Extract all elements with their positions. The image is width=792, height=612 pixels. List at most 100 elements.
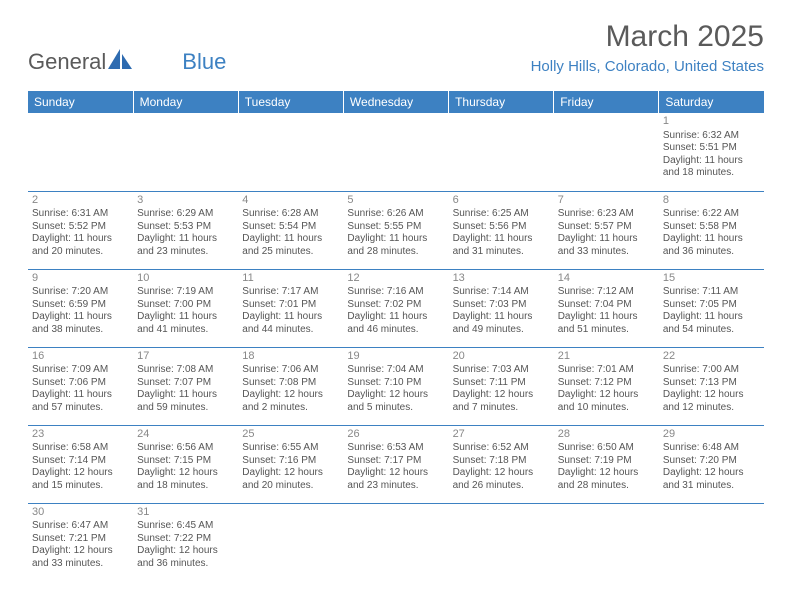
sunset-line: Sunset: 7:06 PM: [32, 377, 129, 390]
sunset-line: Sunset: 7:08 PM: [242, 377, 339, 390]
logo-text-gray: General: [28, 49, 106, 75]
day-number: 21: [558, 350, 655, 364]
day-number: 30: [32, 506, 129, 520]
calendar-day: 21Sunrise: 7:01 AMSunset: 7:12 PMDayligh…: [554, 347, 659, 425]
sunrise-line: Sunrise: 6:23 AM: [558, 208, 655, 221]
daylight-line: Daylight: 11 hours and 23 minutes.: [137, 233, 234, 258]
sunset-line: Sunset: 7:16 PM: [242, 455, 339, 468]
daylight-line: Daylight: 11 hours and 38 minutes.: [32, 311, 129, 336]
day-number: 1: [663, 115, 760, 129]
sunrise-line: Sunrise: 6:31 AM: [32, 208, 129, 221]
calendar-empty: [554, 503, 659, 581]
sunset-line: Sunset: 5:54 PM: [242, 221, 339, 234]
month-title: March 2025: [531, 20, 764, 54]
sunset-line: Sunset: 7:13 PM: [663, 377, 760, 390]
daylight-line: Daylight: 11 hours and 51 minutes.: [558, 311, 655, 336]
sunrise-line: Sunrise: 6:32 AM: [663, 130, 760, 143]
day-number: 24: [137, 428, 234, 442]
calendar-empty: [343, 113, 448, 191]
day-number: 25: [242, 428, 339, 442]
calendar-empty: [659, 503, 764, 581]
sunrise-line: Sunrise: 6:55 AM: [242, 442, 339, 455]
day-header-row: SundayMondayTuesdayWednesdayThursdayFrid…: [28, 91, 764, 113]
sunset-line: Sunset: 7:18 PM: [453, 455, 550, 468]
calendar-day: 10Sunrise: 7:19 AMSunset: 7:00 PMDayligh…: [133, 269, 238, 347]
day-number: 26: [347, 428, 444, 442]
sunset-line: Sunset: 5:55 PM: [347, 221, 444, 234]
daylight-line: Daylight: 11 hours and 36 minutes.: [663, 233, 760, 258]
daylight-line: Daylight: 11 hours and 18 minutes.: [663, 155, 760, 180]
calendar-day: 6Sunrise: 6:25 AMSunset: 5:56 PMDaylight…: [449, 191, 554, 269]
daylight-line: Daylight: 12 hours and 7 minutes.: [453, 389, 550, 414]
sunset-line: Sunset: 7:07 PM: [137, 377, 234, 390]
sunrise-line: Sunrise: 7:00 AM: [663, 364, 760, 377]
sunset-line: Sunset: 7:15 PM: [137, 455, 234, 468]
sunset-line: Sunset: 7:00 PM: [137, 299, 234, 312]
daylight-line: Daylight: 11 hours and 33 minutes.: [558, 233, 655, 258]
calendar-day: 30Sunrise: 6:47 AMSunset: 7:21 PMDayligh…: [28, 503, 133, 581]
calendar-empty: [238, 113, 343, 191]
sunrise-line: Sunrise: 6:22 AM: [663, 208, 760, 221]
day-number: 19: [347, 350, 444, 364]
calendar-week: 9Sunrise: 7:20 AMSunset: 6:59 PMDaylight…: [28, 269, 764, 347]
sunrise-line: Sunrise: 6:26 AM: [347, 208, 444, 221]
calendar-empty: [449, 503, 554, 581]
day-header: Friday: [554, 91, 659, 113]
daylight-line: Daylight: 12 hours and 15 minutes.: [32, 467, 129, 492]
day-header: Monday: [133, 91, 238, 113]
daylight-line: Daylight: 11 hours and 59 minutes.: [137, 389, 234, 414]
sunset-line: Sunset: 7:02 PM: [347, 299, 444, 312]
daylight-line: Daylight: 12 hours and 36 minutes.: [137, 545, 234, 570]
sunset-line: Sunset: 5:58 PM: [663, 221, 760, 234]
sunset-line: Sunset: 5:51 PM: [663, 142, 760, 155]
calendar-day: 18Sunrise: 7:06 AMSunset: 7:08 PMDayligh…: [238, 347, 343, 425]
title-block: March 2025 Holly Hills, Colorado, United…: [531, 20, 764, 75]
calendar-day: 14Sunrise: 7:12 AMSunset: 7:04 PMDayligh…: [554, 269, 659, 347]
sunset-line: Sunset: 6:59 PM: [32, 299, 129, 312]
calendar-week: 30Sunrise: 6:47 AMSunset: 7:21 PM Dayligh…: [28, 503, 764, 581]
sunrise-line: Sunrise: 7:19 AM: [137, 286, 234, 299]
day-number: 22: [663, 350, 760, 364]
day-number: 14: [558, 272, 655, 286]
day-number: 31: [137, 506, 234, 520]
daylight-line: Daylight: 12 hours and 31 minutes.: [663, 467, 760, 492]
sunrise-line: Sunrise: 7:17 AM: [242, 286, 339, 299]
day-header: Sunday: [28, 91, 133, 113]
sunrise-line: Sunrise: 7:16 AM: [347, 286, 444, 299]
calendar-empty: [28, 113, 133, 191]
sunrise-line: Sunrise: 7:01 AM: [558, 364, 655, 377]
calendar-day: 29Sunrise: 6:48 AMSunset: 7:20 PMDayligh…: [659, 425, 764, 503]
calendar-day: 31Sunrise: 6:45 AMSunset: 7:22 PMDayligh…: [133, 503, 238, 581]
daylight-line: Daylight: 12 hours and 2 minutes.: [242, 389, 339, 414]
sunset-line: Sunset: 7:14 PM: [32, 455, 129, 468]
day-number: 6: [453, 194, 550, 208]
day-number: 7: [558, 194, 655, 208]
calendar-day: 20Sunrise: 7:03 AMSunset: 7:11 PMDayligh…: [449, 347, 554, 425]
sunset-line: Sunset: 7:21 PM: [32, 533, 129, 546]
day-number: 4: [242, 194, 339, 208]
daylight-line: Daylight: 11 hours and 57 minutes.: [32, 389, 129, 414]
calendar-week: 1Sunrise: 6:32 AMSunset: 5:51 PMDaylight…: [28, 113, 764, 191]
daylight-line: Daylight: 11 hours and 20 minutes.: [32, 233, 129, 258]
daylight-line: Daylight: 11 hours and 54 minutes.: [663, 311, 760, 336]
daylight-line: Daylight: 11 hours and 31 minutes.: [453, 233, 550, 258]
logo-sail-icon: [108, 49, 134, 75]
sunrise-line: Sunrise: 6:47 AM: [32, 520, 129, 533]
daylight-line: Daylight: 11 hours and 49 minutes.: [453, 311, 550, 336]
daylight-line: Daylight: 12 hours and 12 minutes.: [663, 389, 760, 414]
sunrise-line: Sunrise: 6:52 AM: [453, 442, 550, 455]
day-number: 15: [663, 272, 760, 286]
sunrise-line: Sunrise: 7:12 AM: [558, 286, 655, 299]
sunrise-line: Sunrise: 6:50 AM: [558, 442, 655, 455]
calendar-day: 27Sunrise: 6:52 AMSunset: 7:18 PMDayligh…: [449, 425, 554, 503]
calendar-day: 8Sunrise: 6:22 AMSunset: 5:58 PMDaylight…: [659, 191, 764, 269]
sunrise-line: Sunrise: 6:28 AM: [242, 208, 339, 221]
calendar-day: 19Sunrise: 7:04 AMSunset: 7:10 PMDayligh…: [343, 347, 448, 425]
day-number: 12: [347, 272, 444, 286]
sunset-line: Sunset: 7:11 PM: [453, 377, 550, 390]
sunrise-line: Sunrise: 7:14 AM: [453, 286, 550, 299]
calendar-empty: [554, 113, 659, 191]
sunset-line: Sunset: 7:01 PM: [242, 299, 339, 312]
calendar-day: 1Sunrise: 6:32 AMSunset: 5:51 PMDaylight…: [659, 113, 764, 191]
sunset-line: Sunset: 7:05 PM: [663, 299, 760, 312]
